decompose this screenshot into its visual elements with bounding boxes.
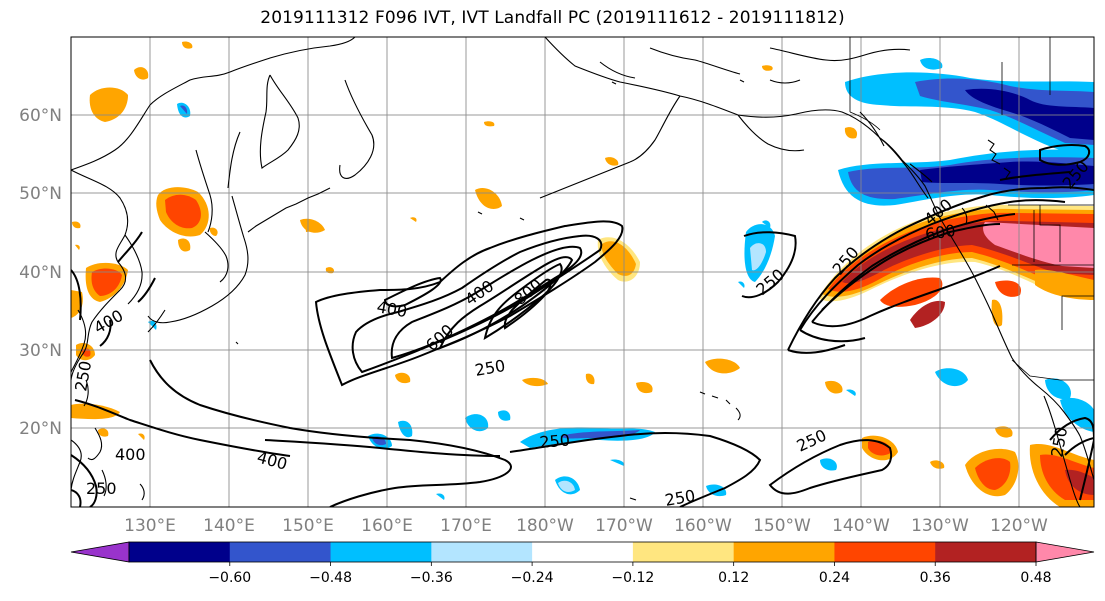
- map-title: 2019111312 F096 IVT, IVT Landfall PC (20…: [260, 8, 845, 28]
- ivt-250-mid-south-2: 250: [539, 430, 571, 452]
- coastlines: [71, 37, 1094, 507]
- lon-label-160w: 160°W: [674, 516, 732, 536]
- colorbar-tick-label: 0.24: [819, 570, 850, 586]
- colorbar-tick-label: −0.48: [309, 570, 352, 586]
- colorbar-tick-label: 0.48: [1020, 570, 1051, 586]
- colorbar-tick-label: −0.36: [410, 570, 453, 586]
- colorbar-segment: [129, 542, 231, 562]
- ivt-landfall-pc-shading: [71, 41, 1094, 507]
- lon-label-140e: 140°E: [203, 516, 255, 536]
- lat-label-40n: 40°N: [19, 263, 62, 283]
- ivt-400-west-pacific: 400: [115, 445, 146, 464]
- lat-label-50n: 50°N: [19, 184, 62, 204]
- lon-label-150e: 150°E: [282, 516, 334, 536]
- lon-label-120w: 120°W: [990, 516, 1048, 536]
- contour-labels: 400 400 400 600 800 250 400 400 250 250 …: [71, 157, 1092, 510]
- lat-label-20n: 20°N: [19, 419, 62, 439]
- ivt-250-bottom-center: 250: [663, 486, 696, 510]
- lon-label-170w: 170°W: [595, 516, 653, 536]
- lon-label-180w: 180°W: [516, 516, 574, 536]
- colorbar-segment: [330, 542, 432, 562]
- colorbar-tick-label: −0.60: [208, 570, 251, 586]
- ivt-400-south: 400: [255, 448, 289, 474]
- colorbar-tick-label: 0.12: [718, 570, 749, 586]
- colorbar-extend-max: [1035, 541, 1095, 563]
- lat-label-60n: 60°N: [19, 106, 62, 126]
- colorbar-extend-min: [70, 541, 130, 563]
- colorbar-tick-labels: −0.60 −0.48 −0.36 −0.24 −0.12 0.12 0.24 0.36 0.4…: [208, 562, 1052, 586]
- lat-label-30n: 30°N: [19, 341, 62, 361]
- ivt-250-mid-south: 250: [473, 356, 506, 380]
- political-borders: [849, 37, 1094, 381]
- colorbar-segment: [733, 542, 835, 562]
- lon-label-170e: 170°E: [440, 516, 492, 536]
- colorbar-segment: [632, 542, 735, 562]
- colorbar-outline: [128, 541, 1037, 563]
- colorbar-segment: [935, 542, 1037, 562]
- ivt-600-ne-ar: 600: [924, 221, 957, 244]
- longitude-labels: 130°E 140°E 150°E 160°E 170°E 180°W 170°…: [124, 516, 1048, 536]
- colorbar-segment: [834, 542, 936, 562]
- ivt-250-far-west: 250: [71, 359, 95, 392]
- lon-label-130w: 130°W: [911, 516, 969, 536]
- ivt-contours: [71, 144, 1094, 507]
- colorbar-segment: [431, 542, 533, 562]
- map-frame: [70, 36, 1095, 508]
- colorbar: [70, 541, 1095, 563]
- ivt-400-sw: 400: [461, 276, 497, 309]
- lon-label-140w: 140°W: [832, 516, 890, 536]
- colorbar-segment: [229, 542, 332, 562]
- lon-label-150w: 150°W: [753, 516, 811, 536]
- colorbar-tick-label: −0.12: [611, 570, 654, 586]
- colorbar-tick-label: 0.36: [920, 570, 951, 586]
- ivt-250-bottom-west: 250: [86, 479, 117, 498]
- colorbar-segment: [532, 542, 634, 562]
- lon-label-160e: 160°E: [361, 516, 413, 536]
- graticule: [71, 37, 1094, 507]
- colorbar-tick-label: −0.24: [511, 570, 554, 586]
- lon-label-130e: 130°E: [124, 516, 176, 536]
- latitude-labels: 60°N 50°N 40°N 30°N 20°N: [19, 106, 62, 439]
